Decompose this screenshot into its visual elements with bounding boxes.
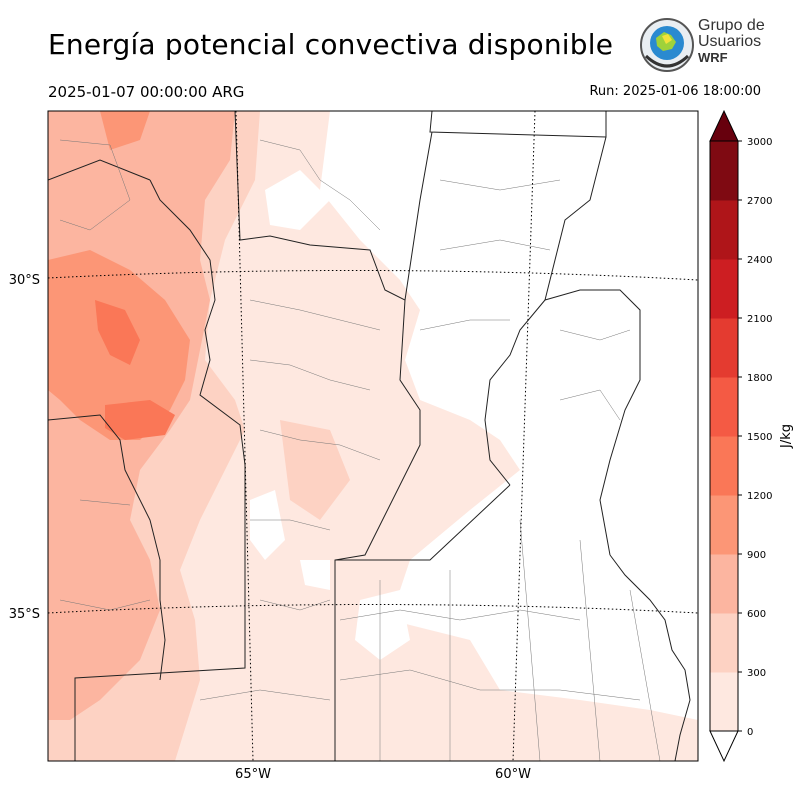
cape-hole-4 xyxy=(355,590,410,660)
run-time-label: Run: 2025-01-06 18:00:00 xyxy=(589,84,761,99)
valid-time-label: 2025-01-07 00:00:00 ARG xyxy=(48,83,245,101)
colorbar-tick-label: 0 xyxy=(747,727,753,738)
logo-line-3: WRF xyxy=(698,50,728,65)
cape-band-900-1200-b xyxy=(100,111,150,150)
logo-line-2: Usuarios xyxy=(698,33,762,50)
wrf-users-logo: Grupo de Usuarios WRF xyxy=(638,16,768,76)
colorbar-band xyxy=(710,436,738,496)
colorbar-tick-label: 1800 xyxy=(747,373,772,384)
colorbar-tick-label: 3000 xyxy=(747,137,772,148)
cape-hole-3 xyxy=(300,560,330,590)
cape-band-1200-1500-b xyxy=(105,400,175,440)
cape-band-1200-1500 xyxy=(95,300,140,365)
department-borders xyxy=(59,139,661,761)
globe-logo-icon xyxy=(640,18,694,72)
lon-label-65w: 65°W xyxy=(235,767,271,782)
colorbar-extend-max xyxy=(709,109,739,142)
colorbar-unit-label: J/kg xyxy=(779,424,794,449)
lon-label-60w: 60°W xyxy=(495,767,531,782)
logo-line-1: Grupo de xyxy=(698,17,765,34)
colorbar-tick-label: 2400 xyxy=(747,255,772,266)
cape-band-300-600-b xyxy=(280,420,350,520)
cape-field xyxy=(48,111,698,761)
province-borders xyxy=(48,111,641,761)
colorbar-band xyxy=(710,200,738,260)
graticule xyxy=(48,111,698,761)
cape-hole-1 xyxy=(265,170,330,230)
colorbar-tick-label: 900 xyxy=(747,550,766,561)
colorbar-tick-label: 1500 xyxy=(747,432,772,443)
colorbar-tick-label: 2100 xyxy=(747,314,772,325)
colorbar-band xyxy=(710,613,738,673)
lat-label-30s: 30°S xyxy=(9,273,40,288)
colorbar-band xyxy=(710,554,738,614)
colorbar-band xyxy=(710,259,738,319)
colorbar-tick-label: 600 xyxy=(747,609,766,620)
colorbar-tick-label: 300 xyxy=(747,668,766,679)
page-title: Energía potencial convectiva disponible xyxy=(48,28,614,61)
colorbar-band xyxy=(710,672,738,732)
colorbar-band xyxy=(710,318,738,378)
colorbar-tick-label: 1200 xyxy=(747,491,772,502)
colorbar-band xyxy=(710,141,738,201)
coastline xyxy=(609,554,691,762)
map-frame xyxy=(47,110,699,762)
colorbar-tick-label: 2700 xyxy=(747,196,772,207)
colorbar-band xyxy=(710,495,738,555)
colorbar-band xyxy=(710,377,738,437)
lat-label-35s: 35°S xyxy=(9,607,40,622)
colorbar-extend-min xyxy=(709,730,739,763)
cape-hole-2 xyxy=(250,490,285,560)
